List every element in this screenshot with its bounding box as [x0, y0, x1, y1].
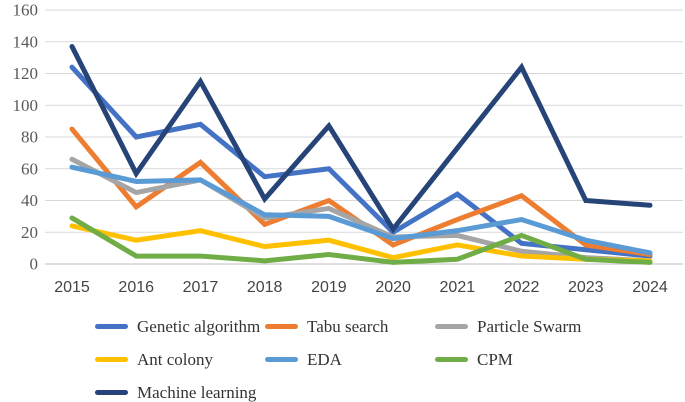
- y-axis-tick-label: 120: [13, 64, 39, 83]
- y-axis-tick-label: 60: [21, 159, 38, 178]
- legend-label: Ant colony: [137, 349, 214, 369]
- legend-line-swatch: [435, 324, 468, 329]
- legend-label: Machine learning: [137, 382, 257, 402]
- x-axis-tick-label: 2022: [504, 279, 540, 296]
- chart-line-machine-learning: [69, 44, 653, 234]
- legend-item-tabu-search: Tabu search: [265, 317, 435, 337]
- chart-line-eda: [69, 164, 653, 256]
- x-axis-tick-label: 2019: [311, 279, 347, 296]
- legend-line-swatch: [435, 357, 468, 362]
- chart-legend: Genetic algorithm Tabu search Particle Swa…: [95, 310, 655, 402]
- y-axis-tick-label: 40: [21, 191, 38, 210]
- legend-line-swatch: [95, 324, 128, 329]
- y-axis-tick-label: 0: [30, 255, 39, 274]
- legend-label: EDA: [307, 349, 342, 369]
- y-axis-tick-label: 160: [13, 1, 39, 20]
- x-axis-tick-label: 2016: [118, 279, 154, 296]
- x-axis-tick-label: 2017: [183, 279, 219, 296]
- legend-line-swatch: [95, 390, 128, 395]
- y-axis-tick-label: 140: [13, 32, 39, 51]
- y-axis-tick-label: 100: [13, 96, 39, 115]
- x-axis-tick-label: 2018: [247, 279, 283, 296]
- chart-line-ant-colony: [69, 223, 653, 264]
- y-axis-tick-label: 20: [21, 223, 38, 242]
- x-axis-tick-label: 2021: [440, 279, 476, 296]
- x-axis-tick-label: 2024: [632, 279, 668, 296]
- x-axis-tick-label: 2020: [375, 279, 411, 296]
- y-axis-tick-label: 80: [21, 128, 38, 147]
- legend-label: Tabu search: [307, 316, 389, 336]
- chart-line-cpm: [69, 215, 653, 265]
- legend-item-eda: EDA: [265, 350, 435, 370]
- chart-plot-area: 0 20 40 60 80 100 120 140 160 2015 2016 2017 2018 201…: [13, 1, 683, 296]
- x-axis-tick-label: 2023: [568, 279, 604, 296]
- x-axis-tick-label: 2015: [54, 279, 90, 296]
- legend-label: CPM: [477, 349, 513, 369]
- legend-line-swatch: [95, 357, 128, 362]
- legend-item-cpm: CPM: [435, 350, 605, 370]
- legend-item-machine-learning: Machine learning: [95, 383, 265, 402]
- legend-item-genetic-algorithm: Genetic algorithm: [95, 317, 265, 337]
- legend-label: Particle Swarm: [477, 316, 582, 336]
- legend-item-particle-swarm: Particle Swarm: [435, 317, 605, 337]
- chart-line-particle-swarm: [69, 156, 653, 264]
- legend-label: Genetic algorithm: [137, 316, 261, 336]
- legend-item-ant-colony: Ant colony: [95, 350, 265, 370]
- legend-line-swatch: [265, 324, 298, 329]
- legend-line-swatch: [265, 357, 298, 362]
